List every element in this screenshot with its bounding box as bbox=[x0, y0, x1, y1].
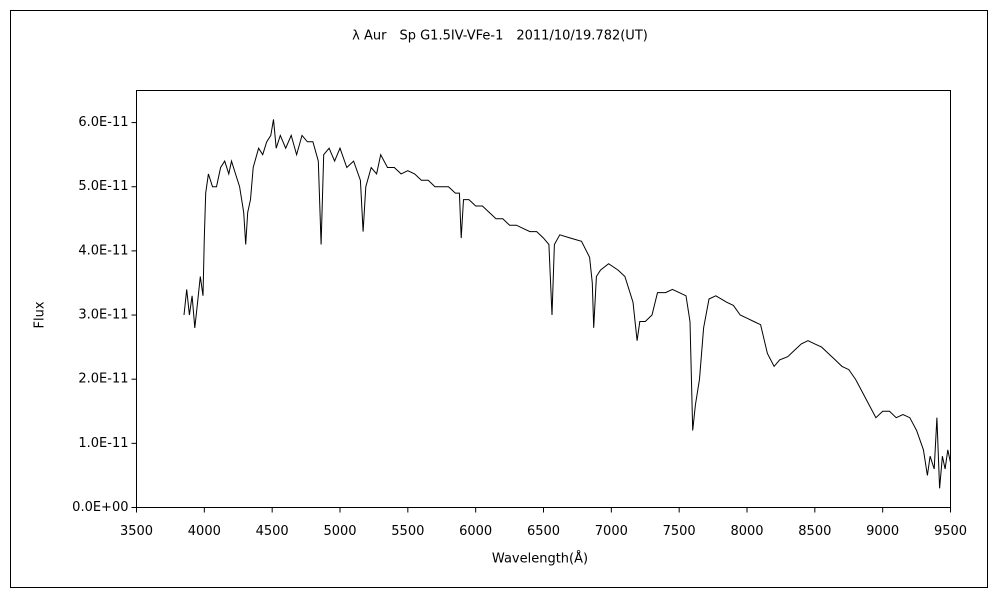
y-tick-label: 5.0E-11 bbox=[78, 179, 128, 194]
y-tick-label: 2.0E-11 bbox=[78, 372, 128, 387]
x-tick-label: 6000 bbox=[459, 524, 492, 539]
y-tick-label: 3.0E-11 bbox=[78, 308, 128, 323]
x-tick-label: 7500 bbox=[663, 524, 696, 539]
y-tick-label: 6.0E-11 bbox=[78, 115, 128, 130]
x-tick-label: 8500 bbox=[798, 524, 831, 539]
x-tick-label: 7000 bbox=[595, 524, 628, 539]
x-tick-label: 9500 bbox=[934, 524, 967, 539]
x-tick-label: 8000 bbox=[730, 524, 763, 539]
outer-frame bbox=[10, 10, 988, 588]
spectrum-line bbox=[183, 119, 951, 489]
y-tick-label: 4.0E-11 bbox=[78, 243, 128, 258]
y-tick-label: 1.0E-11 bbox=[78, 436, 128, 451]
x-axis-label: Wavelength(Å) bbox=[492, 551, 588, 567]
x-tick-label: 5500 bbox=[391, 524, 424, 539]
x-tick-label: 4500 bbox=[256, 524, 289, 539]
x-tick-label: 9000 bbox=[866, 524, 899, 539]
x-tick-label: 4000 bbox=[188, 524, 221, 539]
x-tick-label: 3500 bbox=[120, 524, 153, 539]
y-axis-label: Flux bbox=[33, 301, 48, 328]
x-tick-label: 6500 bbox=[527, 524, 560, 539]
y-tick-label: 0.0E+00 bbox=[72, 500, 128, 515]
chart-title: λ Aur Sp G1.5IV-VFe-1 2011/10/19.782(UT) bbox=[352, 29, 648, 44]
plot-area bbox=[136, 90, 951, 508]
x-tick-label: 5000 bbox=[323, 524, 356, 539]
